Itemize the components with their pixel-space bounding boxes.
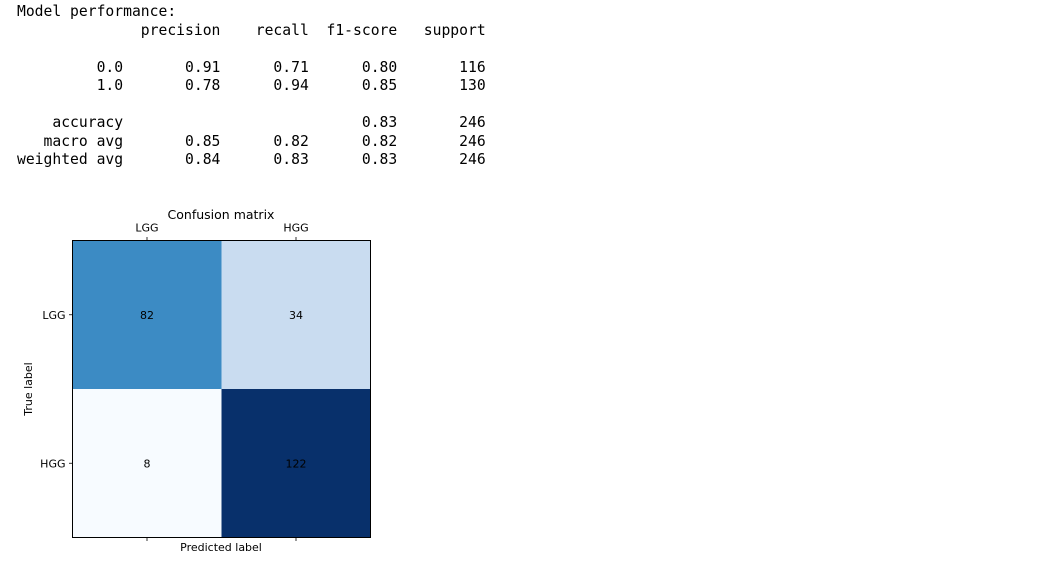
plot-frame [72,240,371,538]
heatmap-cell [221,389,371,538]
y-tick-label: LGG [42,309,65,322]
heatmap-cell [72,240,222,389]
report-line: 0.0 0.91 0.71 0.80 116 [17,58,486,76]
x-tick-label: HGG [283,222,308,235]
heatmap-cell [72,389,222,538]
report-line: 1.0 0.78 0.94 0.85 130 [17,77,486,94]
x-axis-label: Predicted label [180,541,262,554]
cell-value-label: 122 [286,457,307,470]
cell-value-label: 8 [144,457,151,470]
heatmap-cells [72,240,371,538]
x-tick-label: LGG [135,222,158,235]
cell-value-label: 34 [289,309,303,322]
y-axis-label: True label [22,362,35,416]
cell-value-label: 82 [140,309,154,322]
report-line [17,96,486,115]
report-line: macro avg 0.85 0.82 0.82 246 [17,132,486,150]
classification-report: Model performance: precision recall f1-s… [17,3,486,170]
report-line: accuracy 0.83 246 [17,114,486,131]
axis-ticks: LGG HGG LGG HGG [40,222,309,541]
cell-labels: 82 34 8 122 [140,309,307,471]
y-tick-label: HGG [40,457,65,470]
chart-title: Confusion matrix [168,207,275,222]
report-line: weighted avg 0.84 0.83 0.83 246 [17,151,486,168]
confusion-matrix-chart: Confusion matrix 82 34 8 122 LGG HGG LGG HGG P… [22,207,371,554]
report-line [17,40,486,59]
report-line: precision recall f1-score support [17,21,486,39]
heatmap-cell [221,240,371,389]
report-line: Model performance: [17,3,177,20]
